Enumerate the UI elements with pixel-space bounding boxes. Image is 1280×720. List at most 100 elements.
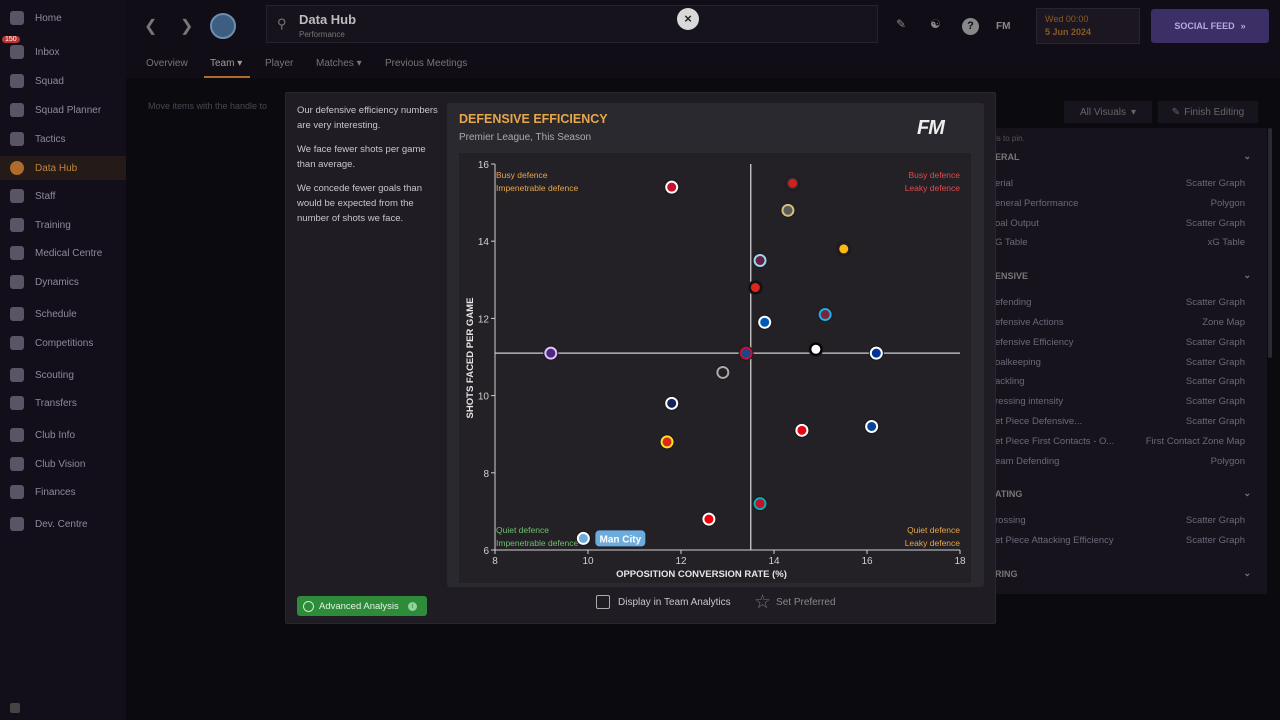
y-tick-label: 6 xyxy=(483,546,489,557)
sidebar-item-dynamics[interactable]: Dynamics xyxy=(0,270,126,294)
quadrant-label: Quiet defence xyxy=(496,525,549,535)
sidebar-item-competitions[interactable]: Competitions xyxy=(0,331,126,355)
sidebar-item-staff[interactable]: Staff xyxy=(0,184,126,208)
sidebar-item-medical-centre[interactable]: Medical Centre xyxy=(0,241,126,265)
page-title-box[interactable]: ⚲ Data Hub Performance xyxy=(266,5,878,43)
team-crest-point[interactable] xyxy=(667,398,677,408)
club-crest-icon[interactable] xyxy=(210,13,236,39)
team-crest-point[interactable] xyxy=(741,348,751,358)
chevron-down-icon[interactable]: ⌄ xyxy=(1243,270,1251,281)
sidebar-item-home[interactable]: Home xyxy=(0,6,126,30)
inbox-icon xyxy=(10,45,24,59)
advanced-analysis-label: Advanced Analysis xyxy=(319,600,399,612)
visual-type: Scatter Graph xyxy=(1185,416,1245,427)
team-crest-point[interactable] xyxy=(750,283,760,293)
sidebar-item-training[interactable]: Training xyxy=(0,213,126,237)
staff-icon xyxy=(10,189,24,203)
tab-team[interactable]: Team ▾ xyxy=(210,58,243,69)
pencil-icon[interactable]: ✎ xyxy=(896,17,907,31)
sidebar-item-dev-centre[interactable]: Dev. Centre xyxy=(0,512,126,536)
checkbox-box[interactable] xyxy=(596,595,610,609)
info-icon[interactable]: i xyxy=(407,601,417,611)
visual-preview-modal: Our defensive efficiency numbers are ver… xyxy=(285,92,996,624)
home-icon xyxy=(10,11,24,25)
advanced-analysis-button[interactable]: Advanced Analysis i xyxy=(297,596,427,616)
search-icon[interactable]: ⚲ xyxy=(277,16,287,31)
sidebar-item-inbox[interactable]: Inbox 150 xyxy=(0,36,126,64)
sidebar-item-transfers[interactable]: Transfers xyxy=(0,391,126,415)
sidebar-item-data-hub[interactable]: Data Hub xyxy=(0,156,126,180)
social-feed-button[interactable]: SOCIAL FEED » xyxy=(1151,9,1269,43)
y-tick-label: 10 xyxy=(478,392,490,403)
edit-hint: Move items with the handle to xyxy=(148,101,268,111)
visual-section-header[interactable]: ENSIVE ⌄ xyxy=(995,270,1257,281)
team-crest-point[interactable] xyxy=(788,178,798,188)
visual-section-header[interactable]: ERAL ⌄ xyxy=(995,151,1257,162)
set-preferred-button[interactable]: ☆ Set Preferred xyxy=(754,593,836,612)
tab-overview[interactable]: Overview xyxy=(146,58,188,69)
sidebar-item-finances[interactable]: Finances xyxy=(0,480,126,504)
visual-type: Zone Map xyxy=(1202,317,1245,328)
tab-matches[interactable]: Matches ▾ xyxy=(316,58,362,69)
chevron-down-icon[interactable]: ⌄ xyxy=(1243,151,1251,161)
all-visuals-dropdown[interactable]: All Visuals ▾ xyxy=(1064,101,1152,123)
sidebar-item-label: Squad xyxy=(35,75,64,87)
team-crest-point[interactable] xyxy=(839,244,849,254)
visual-name: erial xyxy=(995,178,1013,189)
team-crest-point[interactable] xyxy=(755,499,765,509)
team-crest-point[interactable] xyxy=(760,317,770,327)
visuals-list-scrollbar[interactable] xyxy=(1268,128,1272,358)
visual-section-header[interactable]: RING ⌄ xyxy=(995,568,1257,579)
close-modal-button[interactable]: × xyxy=(677,8,699,30)
double-chevron-icon: » xyxy=(1240,21,1246,31)
team-crest-point[interactable] xyxy=(578,533,588,543)
visual-name: eneral Performance xyxy=(995,197,1079,209)
sidebar-item-club-info[interactable]: Club Info xyxy=(0,423,126,447)
section-title: ATING xyxy=(995,489,1023,500)
team-crest-point[interactable] xyxy=(704,514,714,524)
forward-arrow-icon[interactable]: ❯ xyxy=(180,18,194,35)
sidebar-item-squad[interactable]: Squad xyxy=(0,69,126,93)
sidebar-item-scouting[interactable]: Scouting xyxy=(0,363,126,387)
team-crest-point[interactable] xyxy=(820,310,830,320)
team-crest-point[interactable] xyxy=(783,205,793,215)
highlight-tag xyxy=(595,530,646,547)
sidebar-item-tactics[interactable]: Tactics xyxy=(0,127,126,151)
sidebar-item-label: Inbox xyxy=(35,46,60,58)
x-tick-label: 14 xyxy=(768,556,780,567)
shield-icon xyxy=(10,428,24,442)
team-crest-point[interactable] xyxy=(718,367,728,377)
sidebar-item-label: Dev. Centre xyxy=(35,518,88,530)
tab-previous-meetings[interactable]: Previous Meetings xyxy=(385,58,468,69)
team-crest-point[interactable] xyxy=(867,421,877,431)
brain-icon[interactable]: ☯ xyxy=(930,17,941,31)
insight-text: Our defensive efficiency numbers are ver… xyxy=(297,105,438,131)
fm-menu-button[interactable]: FM xyxy=(996,21,1011,32)
chevron-down-icon[interactable]: ⌄ xyxy=(1243,568,1251,578)
team-crest-point[interactable] xyxy=(797,425,807,435)
finish-editing-button[interactable]: ✎ Finish Editing xyxy=(1158,101,1258,123)
visual-name: et Piece First Contacts - O... xyxy=(995,435,1115,447)
sidebar: Home Inbox 150 Squad Squad Planner Tactics Dat… xyxy=(0,0,126,720)
team-crest-point[interactable] xyxy=(811,344,821,354)
sidebar-item-schedule[interactable]: Schedule xyxy=(0,302,126,326)
vision-icon xyxy=(10,457,24,471)
team-crest-point[interactable] xyxy=(871,348,881,358)
team-crest-point[interactable] xyxy=(662,437,672,447)
back-arrow-icon[interactable]: ❮ xyxy=(144,18,158,35)
all-visuals-label: All Visuals xyxy=(1080,106,1126,118)
help-icon[interactable]: ? xyxy=(962,18,979,35)
chevron-down-icon[interactable]: ⌄ xyxy=(1243,488,1251,499)
display-in-team-analytics-checkbox[interactable]: Display in Team Analytics xyxy=(596,595,731,609)
sidebar-item-label: Data Hub xyxy=(35,162,78,174)
team-crest-point[interactable] xyxy=(755,256,765,265)
tab-player[interactable]: Player xyxy=(265,58,294,69)
continue-date-box[interactable]: Wed 00:00 5 Jun 2024 xyxy=(1036,8,1140,44)
team-crest-point[interactable] xyxy=(546,348,556,358)
visual-name: rossing xyxy=(995,515,1026,527)
sidebar-item-squad-planner[interactable]: Squad Planner xyxy=(0,98,126,122)
team-crest-point[interactable] xyxy=(667,182,677,192)
visual-section-header[interactable]: ATING ⌄ xyxy=(995,488,1257,500)
sidebar-item-label: Competitions xyxy=(35,337,94,349)
sidebar-item-club-vision[interactable]: Club Vision xyxy=(0,452,126,476)
